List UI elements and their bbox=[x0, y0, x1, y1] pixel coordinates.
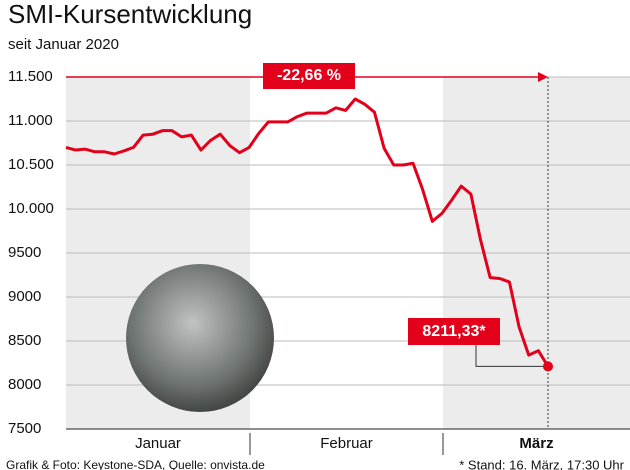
y-tick-label: 8500 bbox=[8, 332, 41, 349]
x-tick-label: Februar bbox=[320, 435, 373, 452]
end-box bbox=[408, 318, 500, 345]
y-tick-label: 9000 bbox=[8, 288, 41, 305]
photo bbox=[126, 264, 274, 412]
note: * Stand: 16. März, 17:30 Uhr bbox=[459, 457, 624, 470]
y-tick-label: 8000 bbox=[8, 376, 41, 393]
y-tick-label: 10.500 bbox=[8, 156, 54, 173]
y-tick-label: 9500 bbox=[8, 244, 41, 261]
y-tick-label: 10.000 bbox=[8, 200, 54, 217]
y-tick-label: 7500 bbox=[8, 420, 41, 437]
leader bbox=[475, 344, 548, 367]
y-tick-label: 11.500 bbox=[8, 68, 53, 85]
change-label: -22,66 % bbox=[277, 67, 341, 84]
end-label: 8211,33* bbox=[422, 323, 486, 340]
y-tick-label: 11.000 bbox=[8, 112, 53, 129]
chart-title: SMI-Kursentwicklung bbox=[8, 0, 252, 29]
x-tick-label: Januar bbox=[135, 435, 181, 452]
line bbox=[65, 97, 550, 368]
x-tick-label: März bbox=[519, 435, 553, 452]
source: Grafik & Foto: Keystone-SDA, Quelle: onv… bbox=[6, 458, 265, 470]
change-box bbox=[263, 63, 355, 89]
end-point bbox=[543, 361, 553, 372]
arrow-head bbox=[538, 72, 548, 82]
subtitle: seit Januar 2020 bbox=[8, 36, 119, 53]
